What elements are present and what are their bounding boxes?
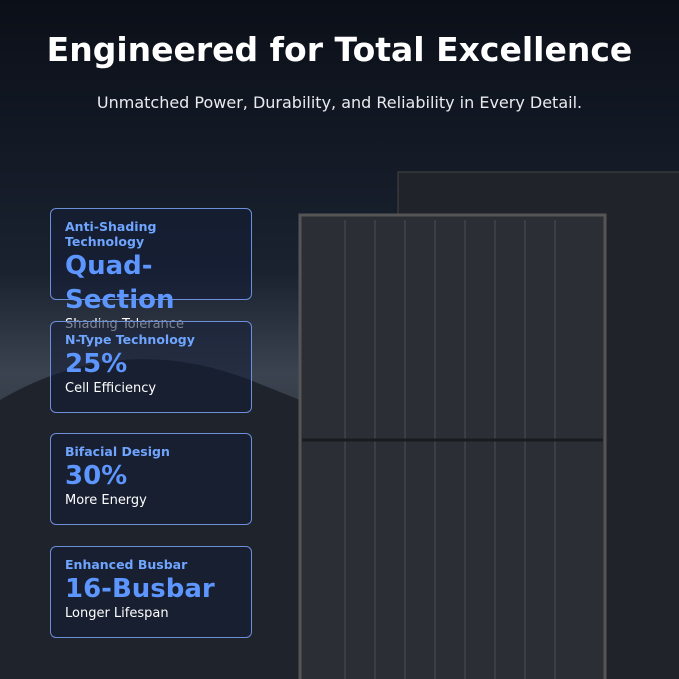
- feature-caption: Longer Lifespan: [65, 606, 169, 621]
- title: Engineered for Total Excellence: [46, 30, 633, 69]
- feature-value: 25%: [65, 349, 128, 379]
- feature-card: N-Type Technology 25% Cell Efficiency: [50, 321, 252, 413]
- feature-caption: More Energy: [65, 493, 147, 508]
- feature-label: Bifacial Design: [65, 444, 170, 459]
- feature-value: 30%: [65, 461, 128, 491]
- feature-caption: Cell Efficiency: [65, 381, 157, 396]
- feature-value: 16-Busbar: [65, 574, 215, 604]
- feature-label: Anti-Shading Technology: [65, 219, 157, 249]
- feature-label: Enhanced Busbar: [65, 557, 188, 572]
- feature-card: Enhanced Busbar 16-Busbar Longer Lifespan: [50, 546, 252, 638]
- feature-card: Anti-Shading TechnologyQuad-SectionShadi…: [50, 208, 252, 332]
- feature-card: Bifacial Design 30% More Energy: [50, 433, 252, 525]
- subtitle: Unmatched Power, Durability, and Reliabi…: [96, 93, 583, 112]
- front-panel: [298, 213, 607, 679]
- cell-grid: [302, 220, 603, 679]
- feature-value: Quad-Section: [65, 251, 175, 315]
- feature-label: N-Type Technology: [65, 332, 195, 347]
